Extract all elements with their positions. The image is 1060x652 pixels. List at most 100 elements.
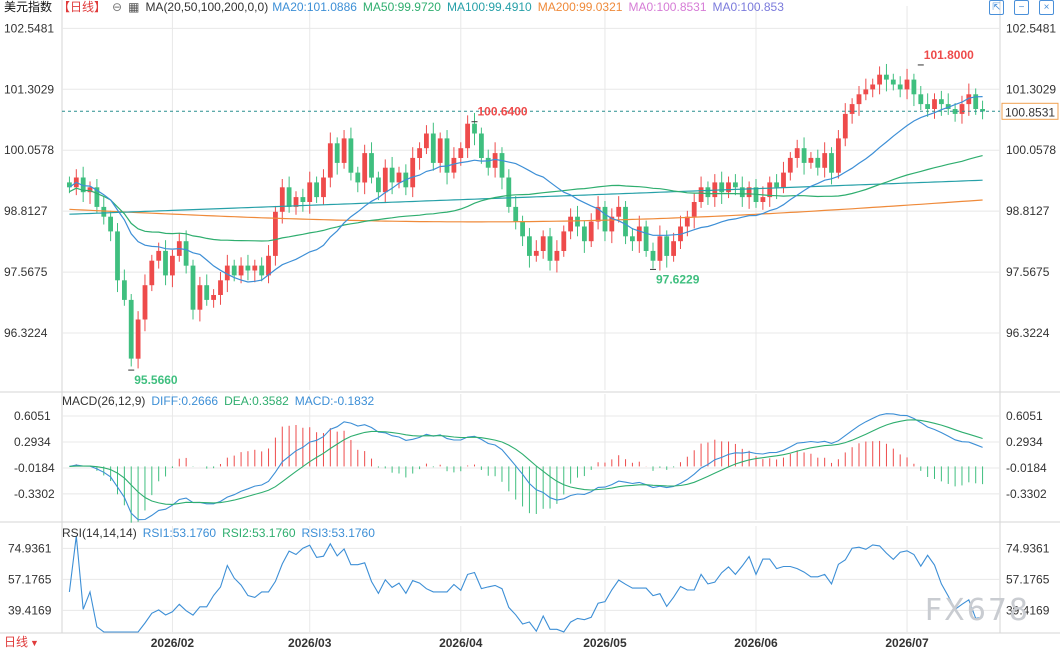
- collapse-icon[interactable]: −: [1014, 0, 1029, 15]
- price-tick-right: 101.3029: [1006, 82, 1056, 96]
- x-tick-label: 2026/06: [734, 636, 778, 650]
- candle-body: [472, 123, 477, 134]
- macd-legend: MACD(26,12,9) DIFF:0.2666 DEA:0.3582 MACD:-…: [62, 394, 380, 408]
- price-tick-left: 98.8127: [4, 204, 48, 218]
- x-tick-label: 2026/02: [151, 636, 195, 650]
- candle-body: [794, 148, 800, 158]
- rsi2-value: RSI2:53.1760: [222, 526, 296, 540]
- ma-settings-icon[interactable]: ▦: [128, 0, 140, 14]
- macd-value: MACD:-0.1832: [294, 394, 375, 408]
- period-switch[interactable]: 日线 ▼: [4, 633, 39, 650]
- candle-body: [67, 182, 72, 188]
- candle-body: [293, 197, 299, 207]
- candle-body: [458, 148, 464, 158]
- macd-tick-left: -0.3302: [14, 487, 55, 501]
- dea-value: DEA:0.3582: [224, 394, 289, 408]
- eye-icon[interactable]: ⊖: [112, 0, 123, 14]
- fullscreen-icon[interactable]: ⇱: [989, 0, 1004, 15]
- last-price-label: 100.8531: [1005, 105, 1055, 119]
- candle-body: [870, 84, 876, 90]
- candle-body: [787, 157, 793, 173]
- candle-body: [163, 250, 168, 276]
- candle-body: [684, 216, 690, 227]
- last-price-box: [1001, 102, 1059, 120]
- candle-body: [781, 172, 786, 188]
- candle-body: [362, 153, 368, 183]
- diff-line: [69, 413, 983, 521]
- candle-body: [671, 241, 676, 256]
- candle-body: [863, 89, 869, 95]
- candle-body: [815, 157, 821, 168]
- candle-body: [808, 157, 814, 163]
- candle-body: [142, 285, 148, 320]
- candle-body: [822, 153, 828, 168]
- candle-body: [492, 153, 498, 168]
- candle-body: [959, 104, 965, 114]
- candle-body: [884, 74, 889, 80]
- candle-body: [856, 94, 862, 105]
- rsi-tick-left: 74.9361: [8, 541, 52, 555]
- macd-label: MACD(26,12,9): [62, 394, 146, 408]
- price-tick-left: 97.5675: [4, 265, 48, 279]
- price-legend: 美元指数 【日线】 ⊖ ▦ MA(20,50,100,200,0,0) MA20:101.…: [4, 0, 790, 14]
- candle-body: [506, 177, 512, 207]
- candle-body: [231, 265, 237, 276]
- candle-body: [190, 265, 196, 310]
- candle-body: [980, 109, 985, 112]
- candle-body: [417, 148, 422, 158]
- candle-body: [568, 216, 573, 232]
- candle-body: [836, 138, 841, 173]
- candle-body: [513, 206, 519, 222]
- candle-body: [128, 299, 134, 359]
- candle-body: [499, 153, 505, 178]
- candle-body: [849, 104, 855, 114]
- candle-body: [389, 167, 395, 183]
- candle-body: [334, 143, 340, 163]
- ma100-value: MA100:99.4910: [446, 0, 532, 14]
- candle-body: [122, 280, 127, 300]
- candle-body: [238, 265, 244, 276]
- candle-body: [314, 182, 319, 198]
- candle-body: [767, 182, 773, 198]
- close-icon[interactable]: ×: [1039, 0, 1054, 15]
- x-tick-label: 2026/03: [288, 636, 332, 650]
- candle-body: [602, 206, 608, 232]
- candle-body: [890, 79, 896, 85]
- candle-body: [376, 177, 381, 193]
- candle-body: [911, 79, 917, 95]
- candle-body: [101, 206, 107, 217]
- candle-body: [774, 182, 779, 188]
- candle-body: [760, 197, 766, 202]
- candle-body: [547, 236, 553, 261]
- candle-body: [485, 157, 491, 168]
- candle-body: [650, 250, 656, 261]
- macd-tick-right: 0.6051: [1006, 409, 1043, 423]
- macd-tick-left: 0.6051: [14, 409, 51, 423]
- rsi-legend: RSI(14,14,14) RSI1:53.1760 RSI2:53.1760 RSI…: [62, 526, 381, 540]
- price-tick-right: 98.8127: [1006, 204, 1050, 218]
- extreme-label: 95.5660: [134, 373, 178, 387]
- candle-body: [925, 104, 930, 109]
- extreme-label: 100.6400: [478, 105, 528, 119]
- candle-body: [945, 104, 951, 109]
- candle-body: [300, 197, 306, 202]
- rsi-tick-right: 39.4169: [1006, 603, 1050, 617]
- candle-body: [691, 202, 697, 217]
- macd-tick-right: -0.3302: [1006, 487, 1047, 501]
- price-tick-right: 100.0578: [1006, 143, 1056, 157]
- candle-body: [698, 187, 704, 202]
- candle-body: [266, 255, 271, 276]
- candle-body: [952, 109, 958, 114]
- candle-body: [156, 250, 162, 261]
- candle-body: [437, 138, 443, 163]
- x-tick-label: 2026/04: [439, 636, 483, 650]
- candle-body: [451, 157, 457, 173]
- period-label[interactable]: 【日线】: [58, 0, 107, 14]
- candle-body: [554, 250, 560, 261]
- candle-body: [897, 84, 903, 90]
- rsi-tick-right: 57.1765: [1006, 572, 1050, 586]
- price-tick-right: 97.5675: [1006, 265, 1050, 279]
- ma50-value: MA50:99.9720: [362, 0, 441, 14]
- candle-body: [286, 187, 292, 207]
